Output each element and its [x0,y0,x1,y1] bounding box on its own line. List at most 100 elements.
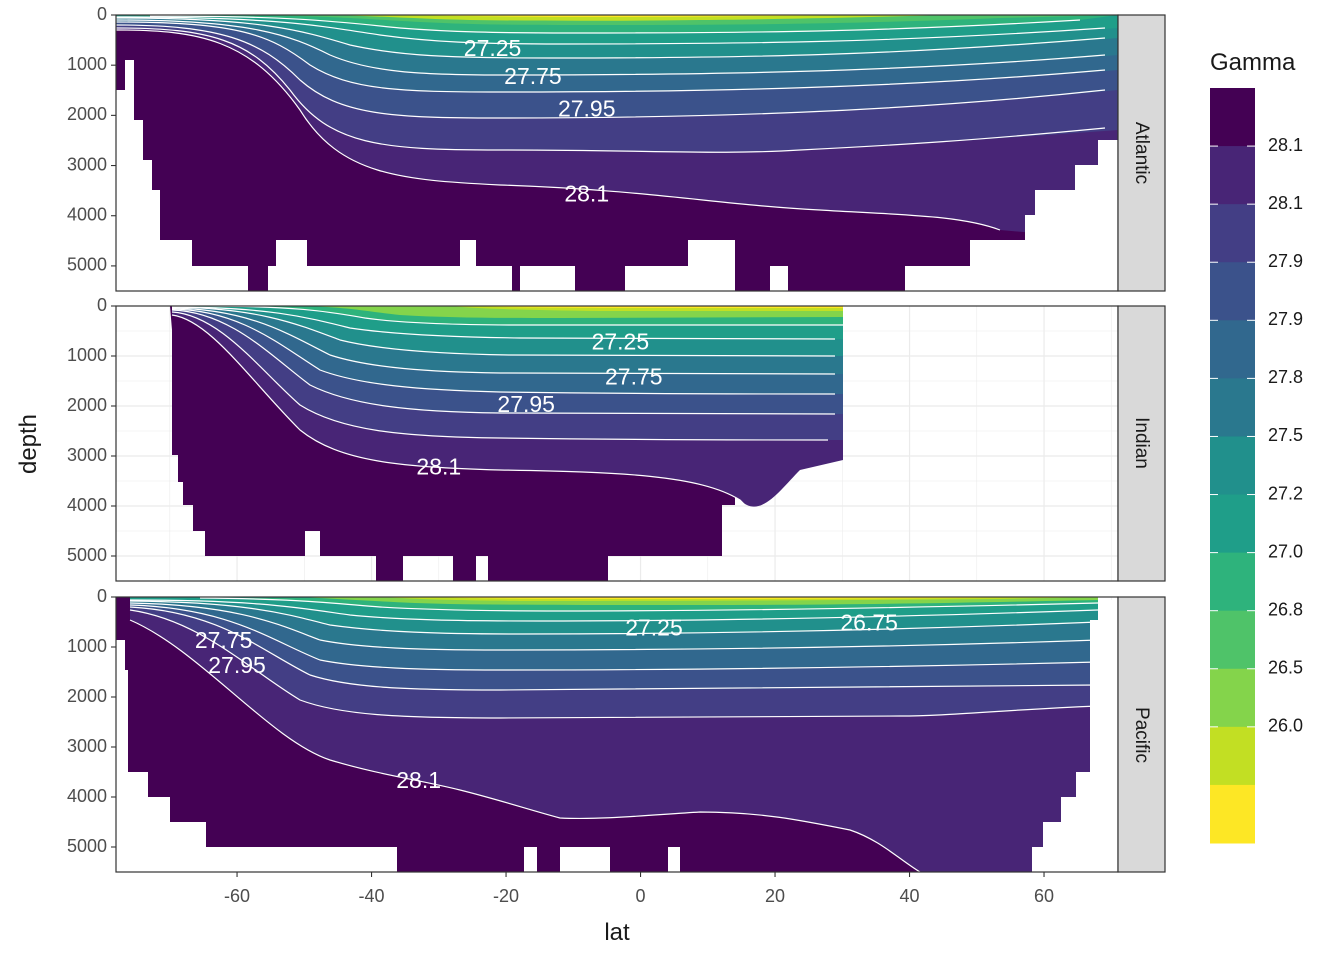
y-tick-label: 5000 [67,545,107,565]
y-tick-label: 4000 [67,495,107,515]
isopycnal-line [116,27,1106,153]
seafloor-mask [625,240,735,291]
legend-swatch [1210,262,1255,321]
contour-label: 27.75 [504,63,562,89]
legend-swatch [1210,320,1255,379]
y-tick-label: 4000 [67,786,107,806]
isopycnal-line [116,21,1106,93]
isopycnal-line [199,597,1099,612]
isopycnal-lines [171,306,843,506]
facet-label-pacific: Pacific [1131,707,1152,763]
contour-label: 26.75 [840,610,898,636]
legend-label: 26.8 [1268,599,1303,619]
contour-field [170,306,843,581]
legend-swatch [1210,552,1255,612]
y-tick-label: 3000 [67,445,107,465]
legend-labels: 28.1 28.1 27.9 27.9 27.8 27.5 27.2 27.0 26.8 26.5… [1268,135,1303,736]
isopycnal-line [129,604,1099,671]
y-tick-label: 2000 [67,395,107,415]
seafloor-mask [116,60,248,291]
x-axis: -60 -40 -20 0 20 40 60 [224,872,1054,906]
seafloor-mask [116,640,397,872]
isopycnal-line [171,306,836,340]
y-axes: 0 1000 2000 3000 4000 5000 0 1000 2000 3000 4000 50… [67,4,116,856]
legend-swatch [1210,204,1255,263]
legend: Gamma 28.1 28.1 27.9 27.9 27.8 27.5 27.2 27.0 26… [1210,49,1303,844]
y-axis-title: depth [15,414,42,474]
y-tick-label: 5000 [67,255,107,275]
contour-label: 27.25 [592,329,650,355]
y-tick-label: 1000 [67,54,107,74]
legend-label: 27.8 [1268,367,1303,387]
legend-swatch [1210,146,1255,205]
legend-label: 26.5 [1268,658,1303,678]
x-tick-label: -40 [359,886,385,906]
facet-strip-atlantic [1117,14,1166,292]
band-26.0 [330,15,950,21]
y-tick-label: 2000 [67,686,107,706]
facet-label-atlantic: Atlantic [1131,122,1152,184]
legend-colorbar [1210,88,1255,844]
bathymetry-mask [116,600,1118,872]
legend-swatch [1210,726,1255,786]
contour-field [116,597,1118,872]
legend-label: 28.1 [1268,193,1303,213]
isopycnal-line [116,17,1106,59]
legend-label: 28.1 [1268,135,1303,155]
bathymetry-mask [116,60,1118,291]
contour-label: 27.75 [605,364,663,390]
facet-label-indian: Indian [1131,417,1152,469]
isopycnal-line [171,311,829,441]
y-tick-label: 3000 [67,736,107,756]
facet-strip-pacific [1117,596,1166,873]
isopycnal-line [129,599,1099,622]
x-tick-label: 20 [765,886,785,906]
x-tick-label: -20 [493,886,519,906]
legend-swatch [1210,784,1255,844]
legend-swatch [1210,610,1255,670]
contour-label: 28.1 [396,767,441,793]
y-tick-label: 0 [97,295,107,315]
legend-label: 27.0 [1268,541,1303,561]
legend-label: 27.9 [1268,251,1303,271]
y-tick-label: 0 [97,586,107,606]
y-tick-label: 5000 [67,836,107,856]
seafloor-mask [524,847,537,872]
x-tick-label: 40 [900,886,920,906]
seafloor-mask [668,847,680,872]
legend-title: Gamma [1210,49,1296,76]
isopycnal-line [116,29,1001,231]
x-axis-title: lat [604,919,630,946]
legend-swatch [1210,668,1255,728]
legend-swatch [1210,378,1255,437]
y-tick-label: 1000 [67,345,107,365]
legend-swatch [1210,88,1255,147]
y-tick-label: 3000 [67,154,107,174]
isopycnal-line [116,16,1106,45]
isopycnal-line [171,309,836,415]
contour-field [116,15,1118,291]
isopycnal-line [199,306,843,326]
contour-label: 27.95 [208,652,266,678]
isopycnal-line [129,619,921,872]
isopycnal-line [171,306,836,357]
seafloor-mask [770,266,788,291]
isopycnal-lines [116,15,1106,231]
contour-label: 27.95 [558,95,616,121]
x-tick-label: -60 [224,886,250,906]
y-tick-label: 1000 [67,636,107,656]
y-tick-label: 2000 [67,104,107,124]
seafloor-mask [268,240,512,291]
contour-label: 28.1 [564,181,609,207]
isopycnal-line [116,19,1106,76]
legend-label: 27.9 [1268,309,1303,329]
legend-label: 27.5 [1268,425,1303,445]
isopycnal-line [129,602,1099,651]
seafloor-mask [560,847,610,872]
seafloor-mask [520,266,575,291]
isopycnal-line [171,308,836,395]
isopycnal-line [129,609,1099,719]
